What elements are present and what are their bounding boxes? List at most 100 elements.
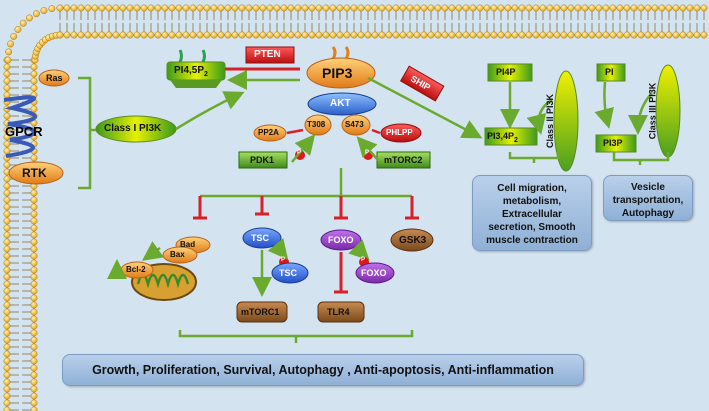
- lipid-head: [4, 323, 10, 329]
- lipid-head: [498, 32, 504, 38]
- lipid-head: [414, 5, 420, 11]
- lipid-head: [491, 32, 497, 38]
- lipid-head: [512, 5, 518, 11]
- lipid-head: [666, 5, 672, 11]
- lipid-head: [120, 32, 126, 38]
- lipid-head: [281, 5, 287, 11]
- lipid-head: [120, 5, 126, 11]
- lipid-head: [31, 330, 37, 336]
- lipid-head: [449, 5, 455, 11]
- lipid-head: [225, 5, 231, 11]
- lipid-head: [197, 5, 203, 11]
- lipid-head: [435, 32, 441, 38]
- rtk-label: RTK: [22, 166, 47, 180]
- lipid-head: [575, 5, 581, 11]
- lipid-head: [323, 32, 329, 38]
- lipid-head: [31, 197, 37, 203]
- lipid-head: [148, 32, 154, 38]
- pten-label: PTEN: [254, 49, 281, 60]
- lipid-head: [316, 5, 322, 11]
- lipid-head: [365, 32, 371, 38]
- lipid-head: [239, 5, 245, 11]
- lipid-head: [4, 148, 10, 154]
- lipid-head: [484, 32, 490, 38]
- lipid-head: [169, 5, 175, 11]
- lipid-head: [31, 281, 37, 287]
- lipid-head: [372, 32, 378, 38]
- pi3p-label: PI3P: [603, 138, 623, 148]
- pip3-label: PIP3: [322, 65, 352, 81]
- lipid-head: [645, 32, 651, 38]
- lipid-head: [302, 32, 308, 38]
- lipid-head: [330, 32, 336, 38]
- pp2a-label: PP2A: [258, 128, 279, 137]
- lipid-head: [99, 5, 105, 11]
- lipid-head: [253, 5, 259, 11]
- receptor-bracket: [78, 78, 90, 188]
- lipid-head: [141, 5, 147, 11]
- lipid-head: [4, 78, 10, 84]
- lipid-head: [7, 41, 13, 47]
- gsk3-label: GSK3: [399, 235, 426, 246]
- lipid-head: [232, 5, 238, 11]
- lipid-head: [71, 32, 77, 38]
- lipid-head: [666, 32, 672, 38]
- tsc-phospho-label: TSC: [279, 268, 297, 278]
- lipid-head: [540, 5, 546, 11]
- lipid-head: [190, 5, 196, 11]
- lipid-head: [386, 32, 392, 38]
- lipid-head: [31, 309, 37, 315]
- lipid-head: [365, 5, 371, 11]
- lipid-head: [547, 32, 553, 38]
- lipid-head: [5, 57, 11, 63]
- lipid-head: [31, 386, 37, 392]
- lipid-head: [232, 32, 238, 38]
- lipid-head: [540, 32, 546, 38]
- lipid-head: [330, 5, 336, 11]
- lipid-head: [4, 232, 10, 238]
- lipid-head: [31, 225, 37, 231]
- lipid-head: [239, 32, 245, 38]
- foxo-label: FOXO: [328, 235, 354, 245]
- lipid-head: [316, 32, 322, 38]
- lipid-head: [309, 5, 315, 11]
- lipid-head: [127, 32, 133, 38]
- gpcr-label: GPCR: [5, 124, 43, 139]
- lipid-head: [31, 358, 37, 364]
- pi4p-label: PI4P: [496, 67, 516, 77]
- lipid-head: [477, 32, 483, 38]
- lipid-head: [386, 5, 392, 11]
- lipid-head: [106, 5, 112, 11]
- lipid-head: [71, 5, 77, 11]
- lipid-head: [31, 260, 37, 266]
- lipid-head: [218, 32, 224, 38]
- class1-pi3k-label: Class I PI3K: [104, 123, 161, 134]
- lipid-head: [456, 5, 462, 11]
- lipid-head: [421, 32, 427, 38]
- lipid-head: [4, 337, 10, 343]
- lipid-head: [491, 5, 497, 11]
- outcome-bracket: [180, 330, 412, 336]
- lipid-head: [31, 85, 37, 91]
- lipid-head: [568, 5, 574, 11]
- lipid-head: [4, 400, 10, 406]
- ras-label: Ras: [46, 73, 63, 83]
- phospho-mtorc2-label: P: [365, 150, 369, 156]
- lipid-head: [526, 5, 532, 11]
- lipid-head: [351, 5, 357, 11]
- lipid-head: [64, 5, 70, 11]
- phospho-tsc-label: P: [281, 257, 285, 263]
- lipid-head: [31, 302, 37, 308]
- lipid-head: [57, 32, 63, 38]
- lipid-head: [31, 393, 37, 399]
- lipid-head: [31, 323, 37, 329]
- lipid-head: [344, 5, 350, 11]
- lipid-head: [106, 32, 112, 38]
- lipid-head: [526, 32, 532, 38]
- inhibition-bars: [193, 196, 419, 218]
- lipid-head: [631, 32, 637, 38]
- lipid-head: [512, 32, 518, 38]
- lipid-head: [4, 218, 10, 224]
- lipid-head: [31, 316, 37, 322]
- bax-label: Bax: [170, 250, 185, 259]
